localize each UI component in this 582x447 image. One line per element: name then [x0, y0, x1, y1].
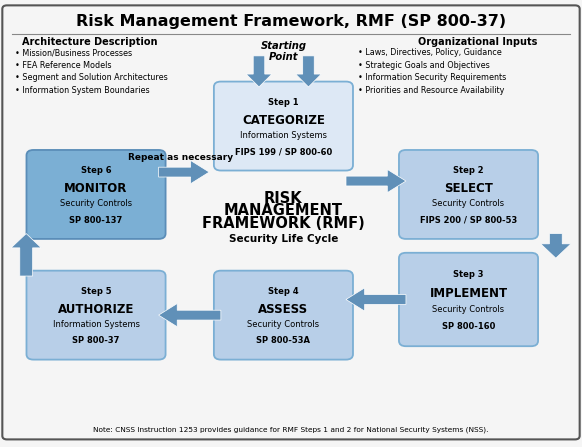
Text: • FEA Reference Models: • FEA Reference Models: [15, 61, 111, 70]
FancyBboxPatch shape: [214, 82, 353, 171]
Text: Information Systems: Information Systems: [52, 320, 140, 329]
Text: MONITOR: MONITOR: [65, 182, 127, 195]
FancyBboxPatch shape: [27, 271, 165, 359]
Text: • Segment and Solution Architectures: • Segment and Solution Architectures: [15, 73, 167, 82]
Polygon shape: [246, 56, 272, 87]
Text: • Laws, Directives, Policy, Guidance: • Laws, Directives, Policy, Guidance: [358, 48, 502, 57]
Polygon shape: [346, 169, 406, 193]
Text: Security Controls: Security Controls: [432, 305, 505, 314]
Text: • Mission/Business Processes: • Mission/Business Processes: [15, 48, 132, 57]
Text: Note: CNSS Instruction 1253 provides guidance for RMF Steps 1 and 2 for National: Note: CNSS Instruction 1253 provides gui…: [93, 427, 489, 433]
Text: SP 800-137: SP 800-137: [69, 216, 123, 225]
Polygon shape: [11, 234, 41, 276]
Text: SP 800-53A: SP 800-53A: [257, 337, 310, 346]
Text: • Priorities and Resource Availability: • Priorities and Resource Availability: [358, 86, 505, 95]
Text: FIPS 199 / SP 800-60: FIPS 199 / SP 800-60: [235, 148, 332, 156]
Polygon shape: [541, 234, 571, 258]
Text: Security Controls: Security Controls: [60, 199, 132, 208]
Polygon shape: [158, 304, 221, 327]
Text: FRAMEWORK (RMF): FRAMEWORK (RMF): [202, 216, 365, 231]
Text: Starting
Point: Starting Point: [260, 41, 307, 62]
Text: Step 6: Step 6: [81, 166, 111, 176]
Polygon shape: [296, 56, 321, 87]
Text: Step 3: Step 3: [453, 270, 484, 279]
Text: Security Life Cycle: Security Life Cycle: [229, 234, 338, 244]
Text: Repeat as necessary: Repeat as necessary: [128, 153, 233, 162]
Text: Step 4: Step 4: [268, 287, 299, 296]
Text: Architecture Description: Architecture Description: [23, 38, 158, 47]
Text: Security Controls: Security Controls: [432, 199, 505, 208]
Text: SP 800-160: SP 800-160: [442, 322, 495, 331]
Text: • Information System Boundaries: • Information System Boundaries: [15, 86, 149, 95]
Text: ASSESS: ASSESS: [258, 303, 308, 316]
Text: SELECT: SELECT: [444, 182, 493, 195]
FancyBboxPatch shape: [214, 271, 353, 359]
FancyBboxPatch shape: [399, 253, 538, 346]
Text: Information Systems: Information Systems: [240, 131, 327, 140]
Text: • Strategic Goals and Objectives: • Strategic Goals and Objectives: [358, 61, 489, 70]
Text: Security Controls: Security Controls: [247, 320, 320, 329]
Text: Step 5: Step 5: [81, 287, 111, 296]
Text: Organizational Inputs: Organizational Inputs: [417, 38, 537, 47]
Text: FIPS 200 / SP 800-53: FIPS 200 / SP 800-53: [420, 216, 517, 225]
FancyBboxPatch shape: [27, 150, 165, 239]
FancyBboxPatch shape: [2, 5, 580, 439]
Text: AUTHORIZE: AUTHORIZE: [58, 303, 134, 316]
FancyBboxPatch shape: [399, 150, 538, 239]
Text: CATEGORIZE: CATEGORIZE: [242, 114, 325, 127]
Text: RISK: RISK: [264, 191, 303, 207]
Text: SP 800-37: SP 800-37: [72, 337, 120, 346]
Polygon shape: [346, 288, 406, 311]
Text: Step 1: Step 1: [268, 98, 299, 107]
Text: IMPLEMENT: IMPLEMENT: [430, 287, 508, 300]
Text: Risk Management Framework, RMF (SP 800-37): Risk Management Framework, RMF (SP 800-3…: [76, 14, 506, 29]
Text: MANAGEMENT: MANAGEMENT: [224, 203, 343, 219]
Polygon shape: [158, 160, 210, 184]
Text: • Information Security Requirements: • Information Security Requirements: [358, 73, 506, 82]
Text: Step 2: Step 2: [453, 166, 484, 176]
